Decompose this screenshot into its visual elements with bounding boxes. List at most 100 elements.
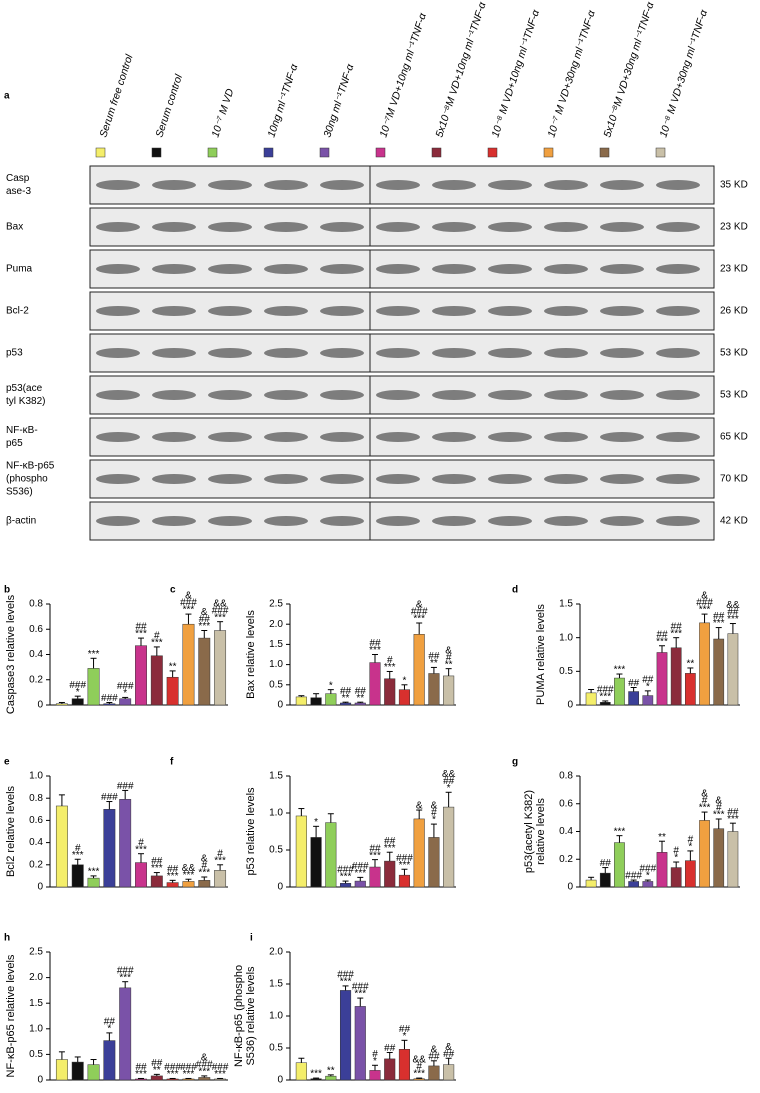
blot-band — [208, 474, 252, 484]
significance-label: && — [182, 863, 196, 874]
significance-label: *** — [167, 871, 179, 882]
blot-band — [656, 516, 700, 526]
blot-band — [208, 222, 252, 232]
y-tick-label: 0 — [567, 700, 573, 711]
significance-label: * — [646, 682, 650, 693]
blot-band — [600, 432, 644, 442]
significance-label: *** — [135, 629, 147, 640]
significance-label: *** — [614, 665, 626, 676]
y-axis-label: NF-κB-p65 relative levels — [5, 954, 17, 1077]
blot-band — [432, 348, 476, 358]
bar — [198, 637, 211, 706]
significance-label: ### — [625, 871, 642, 882]
significance-label: *** — [119, 972, 131, 983]
blot-band — [376, 222, 420, 232]
blot-band — [488, 306, 532, 316]
bar — [428, 1065, 440, 1081]
significance-label: *** — [135, 844, 147, 855]
y-axis-label: Bax relative levels — [245, 610, 257, 699]
significance-label: ### — [352, 982, 369, 993]
bar — [428, 837, 440, 888]
blot-size: 26 KD — [720, 306, 748, 317]
significance-label: *** — [369, 850, 381, 861]
significance-label: *** — [88, 867, 100, 878]
blot-size: 35 KD — [720, 180, 748, 191]
blot-band — [264, 264, 308, 274]
blot-band — [656, 348, 700, 358]
bar — [310, 837, 322, 888]
blot-band — [320, 306, 364, 316]
significance-label: ## — [151, 1058, 163, 1069]
blot-size: 23 KD — [720, 264, 748, 275]
significance-label: *** — [727, 614, 739, 625]
y-tick-label: 0 — [277, 882, 283, 893]
y-tick-label: 1.5 — [269, 771, 283, 782]
significance-label: ## — [135, 1062, 147, 1073]
blot-label: Bax — [6, 222, 23, 233]
blot-band — [488, 222, 532, 232]
panel-label: a — [4, 91, 10, 102]
blot-band — [320, 180, 364, 190]
blot-band — [488, 264, 532, 274]
bar — [166, 882, 179, 888]
bar — [325, 1075, 337, 1081]
bar — [398, 689, 411, 706]
significance-label: ### — [352, 861, 369, 872]
blot-band — [320, 432, 364, 442]
legend-swatch — [599, 147, 610, 158]
y-tick-label: 1.0 — [269, 659, 283, 670]
blot-band — [656, 390, 700, 400]
bar — [670, 647, 682, 706]
legend-swatch — [543, 147, 554, 158]
significance-label: ## — [428, 651, 440, 662]
y-tick-label: 0.6 — [29, 624, 43, 635]
blot-label: NF-κB- — [6, 425, 38, 436]
significance-label: ### — [212, 1062, 229, 1073]
legend-label: 30ng ml⁻¹TNF-α — [321, 62, 356, 139]
blot-label: ase-3 — [6, 186, 31, 197]
significance-label: ### — [411, 607, 428, 618]
blot-band — [544, 390, 588, 400]
significance-label: ## — [135, 622, 147, 633]
y-tick-label: 0.5 — [269, 1043, 283, 1054]
blot-label: NF-κB-p65 — [6, 461, 55, 472]
blot-band — [544, 516, 588, 526]
significance-label: ## — [167, 864, 179, 875]
y-tick-label: 1.0 — [269, 808, 283, 819]
significance-label: * — [329, 680, 333, 691]
significance-label: ### — [69, 680, 86, 691]
bar — [713, 638, 725, 706]
bar — [685, 673, 696, 706]
bar — [398, 874, 411, 888]
blot-band — [656, 474, 700, 484]
blot-band — [656, 306, 700, 316]
y-tick-label: 1.0 — [559, 632, 573, 643]
blot-band — [656, 432, 700, 442]
significance-label: & — [431, 1044, 438, 1055]
blot-band — [208, 432, 252, 442]
significance-label: && — [213, 598, 227, 609]
bar — [656, 652, 668, 706]
y-tick-label: 0.8 — [559, 771, 573, 782]
blot-label: (phospho — [6, 474, 48, 485]
significance-label: ### — [597, 685, 614, 696]
significance-label: *** — [151, 638, 163, 649]
legend-label: Serum free control — [97, 52, 135, 138]
legend-swatch — [375, 147, 386, 158]
y-tick-label: 0 — [37, 882, 43, 893]
bar — [295, 696, 307, 706]
blot-band — [96, 516, 140, 526]
blot-band — [488, 180, 532, 190]
blot-band — [208, 180, 252, 190]
blot-band — [432, 516, 476, 526]
significance-label: & — [201, 607, 208, 618]
bar — [443, 675, 455, 706]
significance-label: & — [701, 591, 708, 602]
significance-label: ** — [342, 693, 350, 704]
bar — [713, 828, 725, 888]
significance-label: * — [373, 1056, 377, 1067]
significance-label: # — [416, 1062, 422, 1073]
significance-label: *** — [198, 868, 210, 879]
legend-swatch — [319, 147, 330, 158]
y-tick-label: 1.5 — [269, 979, 283, 990]
